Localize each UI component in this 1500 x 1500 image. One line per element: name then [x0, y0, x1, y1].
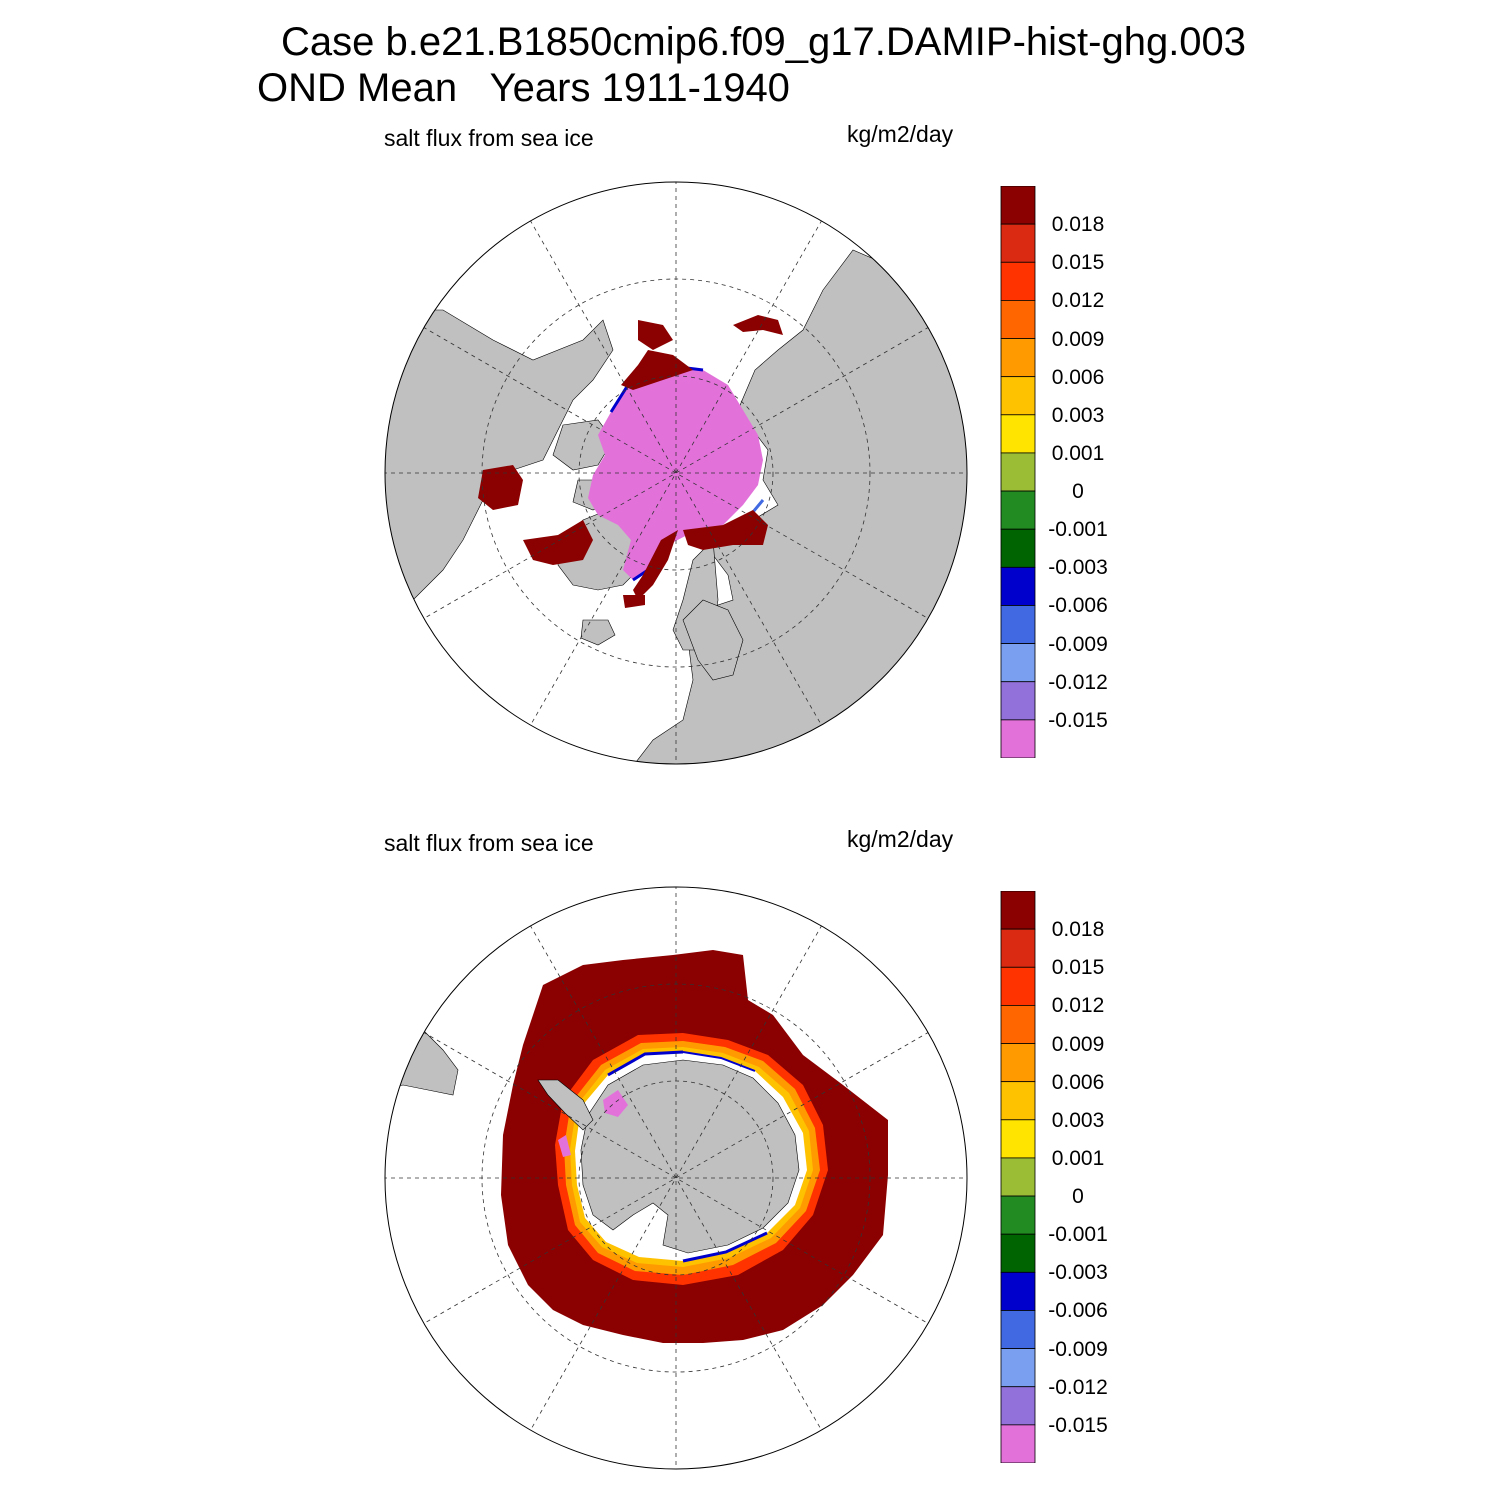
colorbar-swatch — [1000, 414, 1036, 454]
panel1-units-label: kg/m2/day — [847, 121, 954, 147]
arctic-polar-map — [384, 181, 968, 765]
figure-title-line2: OND Mean Years 1911-1940 — [257, 66, 790, 110]
colorbar-swatch — [1000, 1195, 1036, 1235]
colorbar-swatch — [1000, 261, 1036, 301]
positive-flux-bering-region — [638, 320, 673, 350]
positive-flux-chukchi-region — [621, 350, 693, 390]
colorbar-tick-label: -0.001 — [1048, 1223, 1108, 1247]
panel2-variable-label: salt flux from sea ice — [384, 830, 594, 856]
colorbar-tick-label: -0.009 — [1048, 1337, 1108, 1361]
colorbar-swatch — [1000, 1043, 1036, 1083]
colorbar-swatch — [1000, 1081, 1036, 1121]
colorbar-swatch — [1000, 528, 1036, 568]
panel2-colorbar — [1000, 891, 1036, 1463]
colorbar-swatch — [1000, 300, 1036, 339]
colorbar-swatch — [1000, 966, 1036, 1006]
figure-title-line1: Case b.e21.B1850cmip6.f09_g17.DAMIP-hist… — [281, 20, 1247, 64]
graticule-lines — [385, 182, 967, 764]
colorbar-tick-label: 0.015 — [1051, 956, 1105, 980]
colorbar-tick-label: -0.012 — [1048, 670, 1108, 694]
graticule-lines — [385, 887, 967, 1469]
positive-flux-greenland-sea — [633, 530, 678, 600]
landmass-canadian-archipelago — [552, 419, 614, 471]
colorbar-tick-label: 0.012 — [1051, 289, 1105, 313]
colorbar-tick-label: 0.015 — [1051, 251, 1105, 275]
panel2-units-label: kg/m2/day — [847, 826, 954, 852]
colorbar-swatch — [1000, 605, 1036, 645]
colorbar-swatch — [1000, 1310, 1036, 1350]
colorbar-swatch — [1000, 452, 1036, 492]
colorbar-swatch — [1000, 1271, 1036, 1311]
colorbar-tick-label: 0.001 — [1051, 1146, 1105, 1170]
colorbar-tick-label: -0.006 — [1048, 594, 1108, 618]
positive-flux-barents-kara — [683, 510, 768, 550]
panel1-colorbar — [1000, 186, 1036, 758]
colorbar-swatch — [1000, 681, 1036, 721]
positive-flux-okhotsk-region — [733, 315, 783, 335]
landmass-antarctic-peninsula — [537, 1079, 594, 1131]
colorbar-tick-label: 0.018 — [1051, 918, 1105, 942]
colorbar-tick-label: -0.001 — [1048, 518, 1108, 542]
colorbar-tick-label: -0.015 — [1048, 708, 1108, 732]
antarctic-polar-map — [384, 886, 968, 1470]
colorbar-tick-label: 0.018 — [1051, 213, 1105, 237]
colorbar-tick-label: -0.003 — [1048, 556, 1108, 580]
colorbar-tick-label: 0.003 — [1051, 1108, 1105, 1132]
colorbar-tick-label: -0.015 — [1048, 1413, 1108, 1437]
colorbar-swatch — [1000, 1157, 1036, 1197]
colorbar-swatch — [1000, 1005, 1036, 1044]
colorbar-swatch — [1000, 490, 1036, 530]
colorbar-swatch — [1000, 719, 1036, 758]
colorbar-swatch — [1000, 1348, 1036, 1388]
colorbar-tick-label: 0 — [1072, 1185, 1084, 1209]
colorbar-swatch — [1000, 643, 1036, 683]
landmass-north-america — [385, 309, 614, 621]
colorbar-tick-label: 0 — [1072, 480, 1084, 504]
colorbar-swatch — [1000, 566, 1036, 606]
colorbar-swatch — [1000, 186, 1036, 225]
colorbar-swatch — [1000, 1233, 1036, 1273]
colorbar-tick-label: 0.006 — [1051, 365, 1105, 389]
colorbar-swatch — [1000, 1424, 1036, 1463]
colorbar-swatch — [1000, 1386, 1036, 1426]
colorbar-tick-label: -0.003 — [1048, 1261, 1108, 1285]
colorbar-tick-label: -0.006 — [1048, 1299, 1108, 1323]
colorbar-tick-label: 0.001 — [1051, 441, 1105, 465]
colorbar-swatch — [1000, 928, 1036, 968]
colorbar-swatch — [1000, 1119, 1036, 1159]
colorbar-tick-label: 0.012 — [1051, 994, 1105, 1018]
colorbar-tick-label: 0.006 — [1051, 1070, 1105, 1094]
colorbar-tick-label: 0.009 — [1051, 327, 1105, 351]
colorbar-swatch — [1000, 891, 1036, 930]
colorbar-swatch — [1000, 223, 1036, 263]
colorbar-tick-label: 0.009 — [1051, 1032, 1105, 1056]
colorbar-tick-label: -0.012 — [1048, 1375, 1108, 1399]
colorbar-tick-label: -0.009 — [1048, 632, 1108, 656]
panel1-variable-label: salt flux from sea ice — [384, 125, 594, 151]
colorbar-tick-label: 0.003 — [1051, 403, 1105, 427]
colorbar-swatch — [1000, 376, 1036, 416]
colorbar-swatch — [1000, 338, 1036, 378]
positive-flux-hudson-bay — [478, 465, 523, 510]
negative-flux-weddell-patch — [603, 1090, 628, 1117]
